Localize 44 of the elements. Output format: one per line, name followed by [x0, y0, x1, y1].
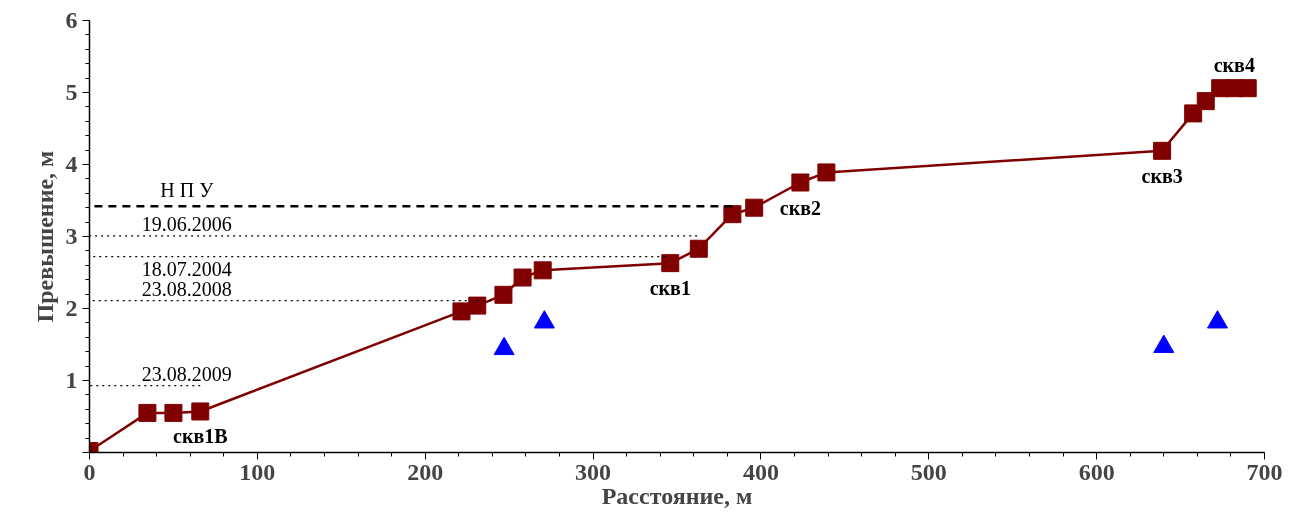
annotation: скв4 — [1213, 54, 1255, 77]
point — [164, 403, 183, 422]
annotation: 19.06.2006 — [141, 212, 232, 235]
y-tick-label: 4 — [65, 151, 78, 177]
x-tick-label: 700 — [1246, 458, 1283, 485]
point — [468, 296, 487, 315]
annotation: скв1В — [173, 425, 228, 448]
point — [191, 402, 210, 421]
point — [1238, 79, 1257, 98]
point — [689, 239, 708, 258]
y-tick-label: 2 — [65, 295, 78, 321]
annotation: 23.08.2008 — [141, 277, 232, 300]
annotation: скв2 — [779, 196, 821, 219]
annotation: скв1 — [649, 277, 691, 300]
annotation: скв3 — [1141, 164, 1183, 187]
x-tick-label: 400 — [742, 458, 779, 485]
point — [494, 285, 513, 304]
point — [723, 205, 742, 224]
y-tick-label: 5 — [65, 79, 78, 105]
point — [745, 198, 764, 217]
point — [661, 254, 680, 273]
x-tick-label: 500 — [910, 458, 947, 485]
annotation: 23.08.2009 — [141, 362, 232, 385]
y-tick-label: 1 — [65, 367, 78, 393]
point — [1196, 92, 1215, 111]
annotation: 18.07.2004 — [141, 257, 232, 280]
x-tick-label: 100 — [239, 458, 276, 485]
annotation: Н П У — [160, 179, 215, 202]
x-tick-label: 600 — [1078, 458, 1115, 485]
point — [513, 268, 532, 287]
x-tick-label: 200 — [407, 458, 444, 485]
x-tick-label: 0 — [83, 458, 96, 485]
x-axis-title: Расстояние, м — [601, 482, 753, 509]
point — [1184, 104, 1203, 123]
point — [138, 403, 157, 422]
point — [791, 173, 810, 192]
y-tick-label: 3 — [65, 223, 78, 249]
point — [817, 163, 836, 182]
point — [452, 302, 471, 321]
point — [533, 261, 552, 280]
x-tick-label: 300 — [575, 458, 612, 485]
y-tick-label: 6 — [65, 7, 78, 33]
y-axis-title: Превышение, м — [31, 150, 58, 323]
point — [1153, 141, 1172, 160]
